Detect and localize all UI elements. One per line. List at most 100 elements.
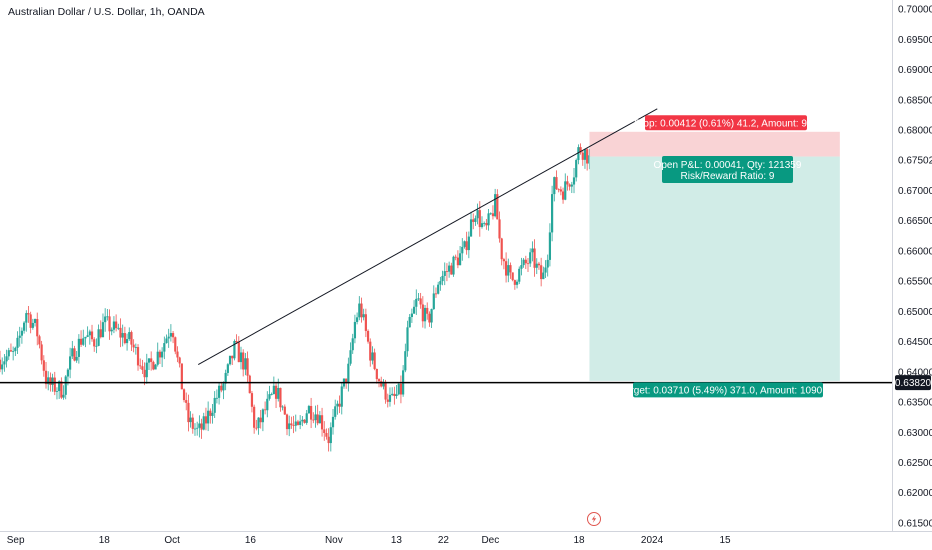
candle-body xyxy=(351,338,354,351)
candle-body xyxy=(406,327,409,352)
candle-body xyxy=(174,337,177,352)
candle-body xyxy=(38,336,41,345)
y-tick-label: 0.67000 xyxy=(898,186,932,197)
pnl-label: Open P&L: 0.00041, Qty: 121359 xyxy=(654,160,802,171)
candle-body xyxy=(430,309,433,323)
candle-body xyxy=(384,381,387,400)
candle-body xyxy=(489,213,492,215)
stop-loss-zone[interactable] xyxy=(589,131,840,157)
candle-body xyxy=(316,414,319,424)
candle-body xyxy=(248,375,251,394)
y-tick-label: 0.68000 xyxy=(898,125,932,136)
candle-body xyxy=(456,257,459,266)
x-tick-label: Nov xyxy=(325,535,343,546)
candle-body xyxy=(255,427,258,429)
candle-body xyxy=(395,394,398,396)
candle-body xyxy=(121,333,124,338)
candle-body xyxy=(559,189,562,192)
candle-body xyxy=(375,369,378,380)
y-tick-label: 0.66000 xyxy=(898,246,932,257)
candle-body xyxy=(136,347,140,366)
candle-body xyxy=(134,347,137,348)
candle-body xyxy=(226,364,229,373)
plot-area[interactable] xyxy=(0,143,591,452)
candle-body xyxy=(217,385,221,398)
candle-body xyxy=(380,381,383,387)
candle-body xyxy=(139,365,142,367)
candle-body xyxy=(93,339,96,347)
candle-body xyxy=(340,386,343,407)
candle-body xyxy=(231,355,234,359)
candle-body xyxy=(150,358,153,362)
candle-body xyxy=(518,268,521,282)
candle-body xyxy=(347,363,350,384)
candle-body xyxy=(29,314,32,328)
candle-body xyxy=(82,338,85,345)
candle-body xyxy=(533,248,536,268)
x-tick-label: 2024 xyxy=(641,535,664,546)
candle-body xyxy=(250,393,254,407)
candle-body xyxy=(325,432,328,437)
candle-body xyxy=(187,402,190,423)
candle-body xyxy=(104,316,107,323)
trendline[interactable] xyxy=(197,108,658,365)
candle-body xyxy=(36,319,39,337)
candle-body xyxy=(537,263,541,266)
candle-body xyxy=(415,298,418,307)
candle-body xyxy=(511,272,514,281)
candle-body xyxy=(95,345,98,347)
candle-body xyxy=(163,343,166,352)
take-profit-zone[interactable] xyxy=(589,156,840,381)
candle-body xyxy=(49,377,52,385)
candle-body xyxy=(88,331,91,336)
candle-body xyxy=(461,246,464,254)
candle-body xyxy=(20,330,24,336)
candle-body xyxy=(448,265,451,272)
candle-body xyxy=(555,177,558,190)
lightning-icon[interactable] xyxy=(587,512,601,526)
candle-body xyxy=(331,416,335,428)
candle-body xyxy=(358,303,361,318)
candle-body xyxy=(14,347,17,352)
x-tick-label: 18 xyxy=(99,535,111,546)
candle-body xyxy=(391,393,394,395)
candle-body xyxy=(200,423,203,430)
candle-body xyxy=(307,406,311,414)
drawing-overlays[interactable]: Stop: 0.00412 (0.61%) 41.2, Amount: 990 O… xyxy=(0,108,892,398)
candle-body xyxy=(228,355,232,365)
candle-body xyxy=(161,351,164,358)
price-badge-bg xyxy=(895,375,931,391)
target-label-bg xyxy=(633,382,823,398)
y-tick-label: 0.69000 xyxy=(898,65,932,76)
candle-body xyxy=(62,394,65,398)
candle-body xyxy=(329,427,332,444)
candle-body xyxy=(452,256,455,275)
candle-body xyxy=(364,314,367,331)
candle-body xyxy=(318,415,321,424)
candle-body xyxy=(531,248,534,253)
candle-body xyxy=(125,339,129,344)
candle-body xyxy=(123,333,126,344)
candle-body xyxy=(44,370,48,385)
x-tick-label: 13 xyxy=(391,535,403,546)
candle-body xyxy=(491,213,495,217)
candle-body xyxy=(211,412,214,416)
candle-body xyxy=(158,351,162,358)
candle-body xyxy=(5,356,8,362)
candle-body xyxy=(25,313,28,323)
candle-body xyxy=(428,313,431,323)
stop-label: Stop: 0.00412 (0.61%) 41.2, Amount: 990 xyxy=(634,118,818,129)
candle-body xyxy=(182,389,186,401)
candle-body xyxy=(572,177,576,185)
y-tick-label: 0.69500 xyxy=(898,35,932,46)
candle-body xyxy=(476,210,479,219)
candle-body xyxy=(498,219,501,239)
candle-body xyxy=(288,423,291,430)
candle-body xyxy=(404,351,407,371)
candle-body xyxy=(568,184,571,187)
candle-body xyxy=(542,272,545,280)
candle-body xyxy=(509,265,512,273)
candle-body xyxy=(263,409,267,411)
candle-body xyxy=(496,194,499,220)
